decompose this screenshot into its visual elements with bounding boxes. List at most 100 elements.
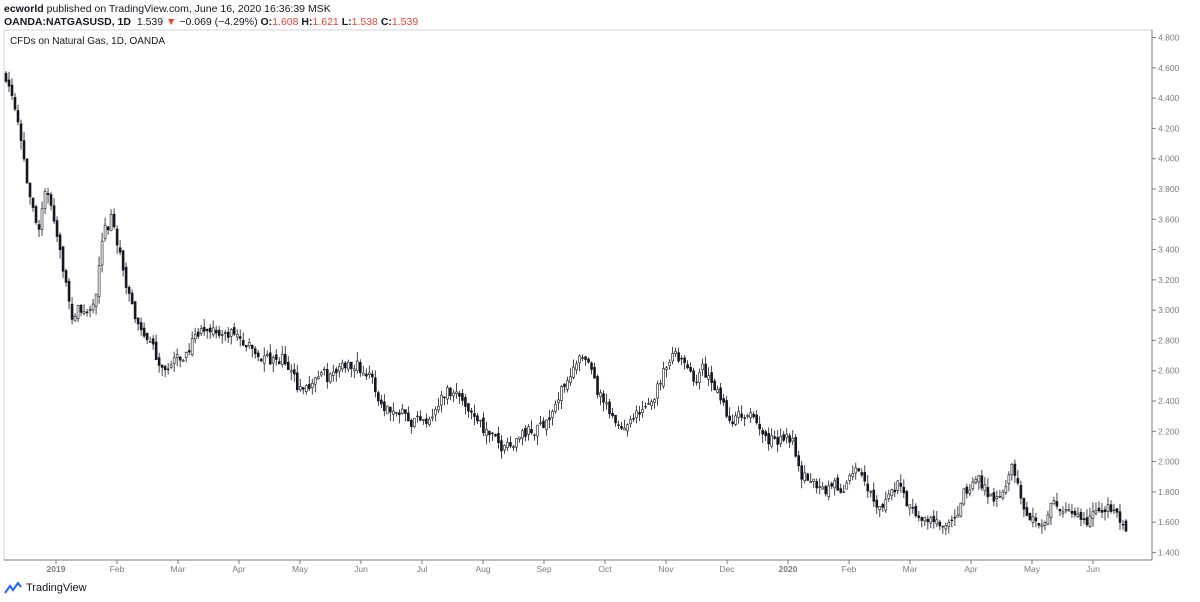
x-tick-label: Feb — [842, 564, 857, 574]
candle — [1058, 508, 1062, 517]
candle — [629, 415, 632, 428]
candle — [848, 473, 852, 485]
y-tick-label: 2.800 — [1158, 335, 1180, 345]
candle — [298, 378, 302, 392]
candle — [28, 181, 32, 205]
candle — [905, 489, 909, 508]
candle — [202, 318, 206, 336]
candle — [1088, 507, 1092, 528]
candle — [40, 201, 44, 237]
candle — [818, 478, 822, 495]
candle — [61, 245, 65, 279]
change-value: −0.069 (−4.29%) — [179, 16, 258, 28]
candle — [1016, 470, 1020, 486]
candle — [860, 468, 864, 478]
tradingview-logo-icon — [4, 582, 22, 594]
y-tick-label: 4.400 — [1158, 93, 1180, 103]
candle — [1037, 522, 1041, 529]
candle — [265, 350, 269, 358]
candle — [259, 357, 263, 363]
candle — [461, 388, 464, 406]
high-value: 1.621 — [312, 16, 339, 28]
candle — [1064, 502, 1068, 514]
candle — [824, 484, 828, 497]
x-tick-label: Mar — [903, 564, 918, 574]
candle — [341, 359, 344, 373]
candle — [944, 522, 948, 536]
candle — [809, 473, 813, 483]
candle — [1073, 507, 1077, 518]
candle — [521, 428, 524, 446]
chart-header: ecworld published on TradingView.com, Ju… — [4, 3, 418, 29]
candle — [1061, 506, 1065, 518]
candle — [157, 352, 161, 373]
candle — [782, 431, 785, 443]
candle — [307, 375, 311, 391]
candle — [401, 404, 404, 415]
candle — [935, 511, 939, 528]
candle — [602, 390, 605, 412]
candle — [710, 365, 713, 392]
candle — [106, 226, 110, 235]
candle — [527, 424, 530, 441]
publisher-name[interactable]: ecworld — [4, 3, 44, 15]
candle — [292, 362, 296, 382]
candle — [563, 383, 566, 393]
candle — [983, 477, 987, 496]
candle — [644, 402, 647, 410]
footer: TradingView — [4, 582, 87, 594]
close-label: C: — [380, 16, 392, 28]
candle — [377, 390, 380, 406]
candle — [1097, 501, 1101, 513]
candle — [1025, 501, 1029, 517]
candle — [1115, 508, 1119, 518]
candle — [740, 405, 743, 422]
candle — [509, 436, 512, 449]
candle — [425, 413, 428, 428]
candle — [407, 406, 410, 422]
candle — [578, 354, 581, 372]
candle — [1013, 459, 1017, 483]
candle — [452, 389, 455, 403]
time-axis[interactable]: 2019 Feb Mar Apr May Jun Jul Aug Sep Oct Nov Dec 202… — [4, 559, 1152, 574]
candle — [1040, 519, 1044, 534]
candle — [280, 346, 284, 368]
candle — [422, 419, 425, 425]
candle — [55, 216, 59, 242]
candle — [908, 504, 912, 516]
candle — [172, 351, 176, 372]
candle — [7, 71, 11, 92]
candle — [767, 427, 770, 451]
candle — [752, 411, 755, 419]
candle — [1100, 502, 1104, 519]
footer-brand[interactable]: TradingView — [26, 582, 87, 594]
candle — [386, 405, 389, 414]
candle — [518, 436, 521, 443]
candle — [599, 389, 602, 406]
candle — [428, 416, 431, 427]
candle — [635, 405, 638, 424]
published-text: published on TradingView.com, June 16, 2… — [46, 3, 331, 15]
candle — [677, 347, 680, 364]
candle — [572, 359, 575, 380]
candle — [229, 328, 233, 345]
candle — [365, 368, 368, 381]
candle — [929, 515, 933, 529]
candle — [971, 477, 975, 491]
candle — [938, 520, 942, 531]
candle — [247, 338, 251, 349]
price-axis[interactable]: 4.800 4.600 4.400 4.200 4.000 3.800 3.600 3.400… — [1151, 30, 1180, 560]
candle — [271, 355, 275, 373]
x-tick-label: Apr — [964, 564, 977, 574]
candle — [443, 396, 446, 406]
candle — [953, 509, 957, 526]
candle — [722, 394, 725, 407]
candle — [761, 427, 764, 444]
x-tick-label: May — [1024, 564, 1041, 574]
candle — [866, 474, 870, 499]
y-tick-label: 3.800 — [1158, 184, 1180, 194]
candle — [49, 191, 53, 211]
candle — [470, 407, 473, 420]
candle — [136, 317, 140, 331]
